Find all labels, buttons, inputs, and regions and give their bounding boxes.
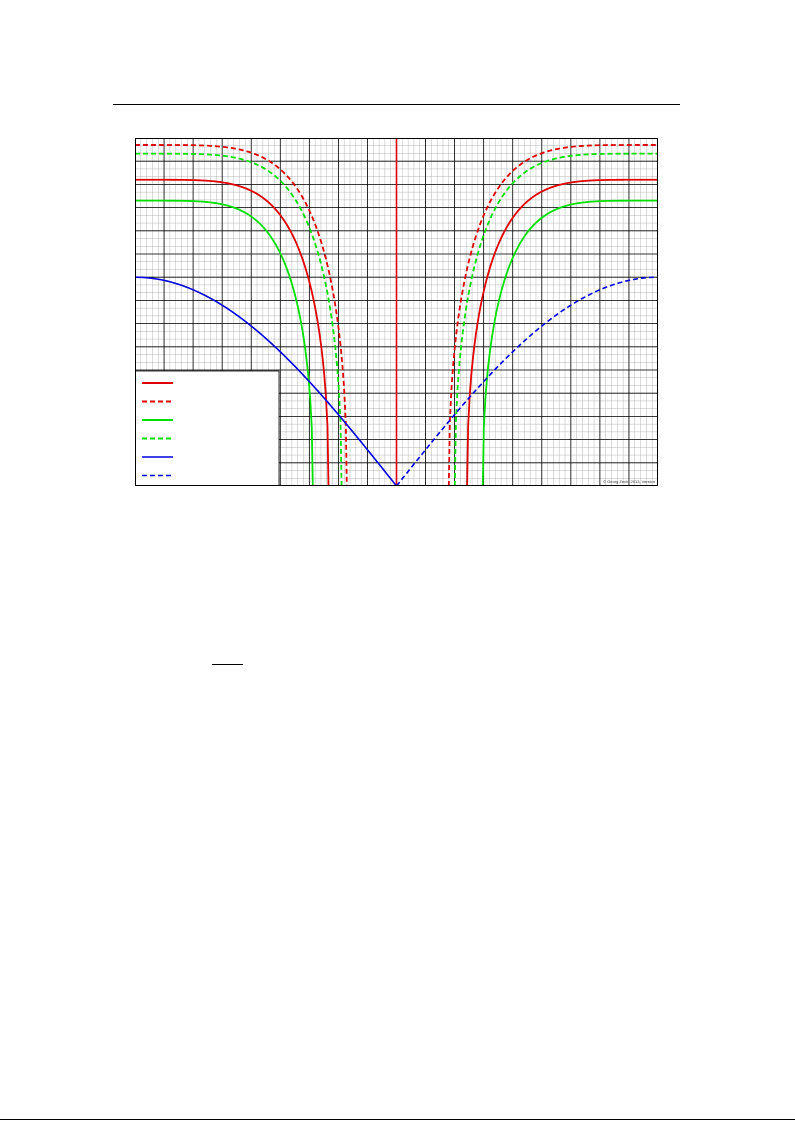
series-line-left-0 bbox=[135, 178, 330, 486]
chart: © Georg Zech, 2013, Version bbox=[135, 138, 658, 486]
series-line-left-1 bbox=[135, 144, 348, 486]
footer-rule bbox=[0, 1119, 795, 1120]
series-line-right-2 bbox=[481, 199, 658, 486]
series-line-5 bbox=[395, 276, 658, 486]
chart-border bbox=[135, 138, 658, 486]
header-rule bbox=[113, 104, 680, 105]
series-line-4 bbox=[135, 276, 398, 486]
series-line-right-1 bbox=[447, 144, 658, 486]
text-rule-fragment bbox=[212, 664, 243, 665]
legend-box bbox=[135, 370, 280, 486]
series-line-right-0 bbox=[466, 178, 658, 486]
series-line-right-3 bbox=[453, 152, 658, 486]
legend bbox=[135, 370, 280, 486]
curves bbox=[135, 138, 658, 486]
series-line-left-3 bbox=[135, 152, 343, 486]
series-line-left-2 bbox=[135, 199, 314, 486]
copyright-text: © Georg Zech, 2013, Version bbox=[603, 479, 655, 484]
